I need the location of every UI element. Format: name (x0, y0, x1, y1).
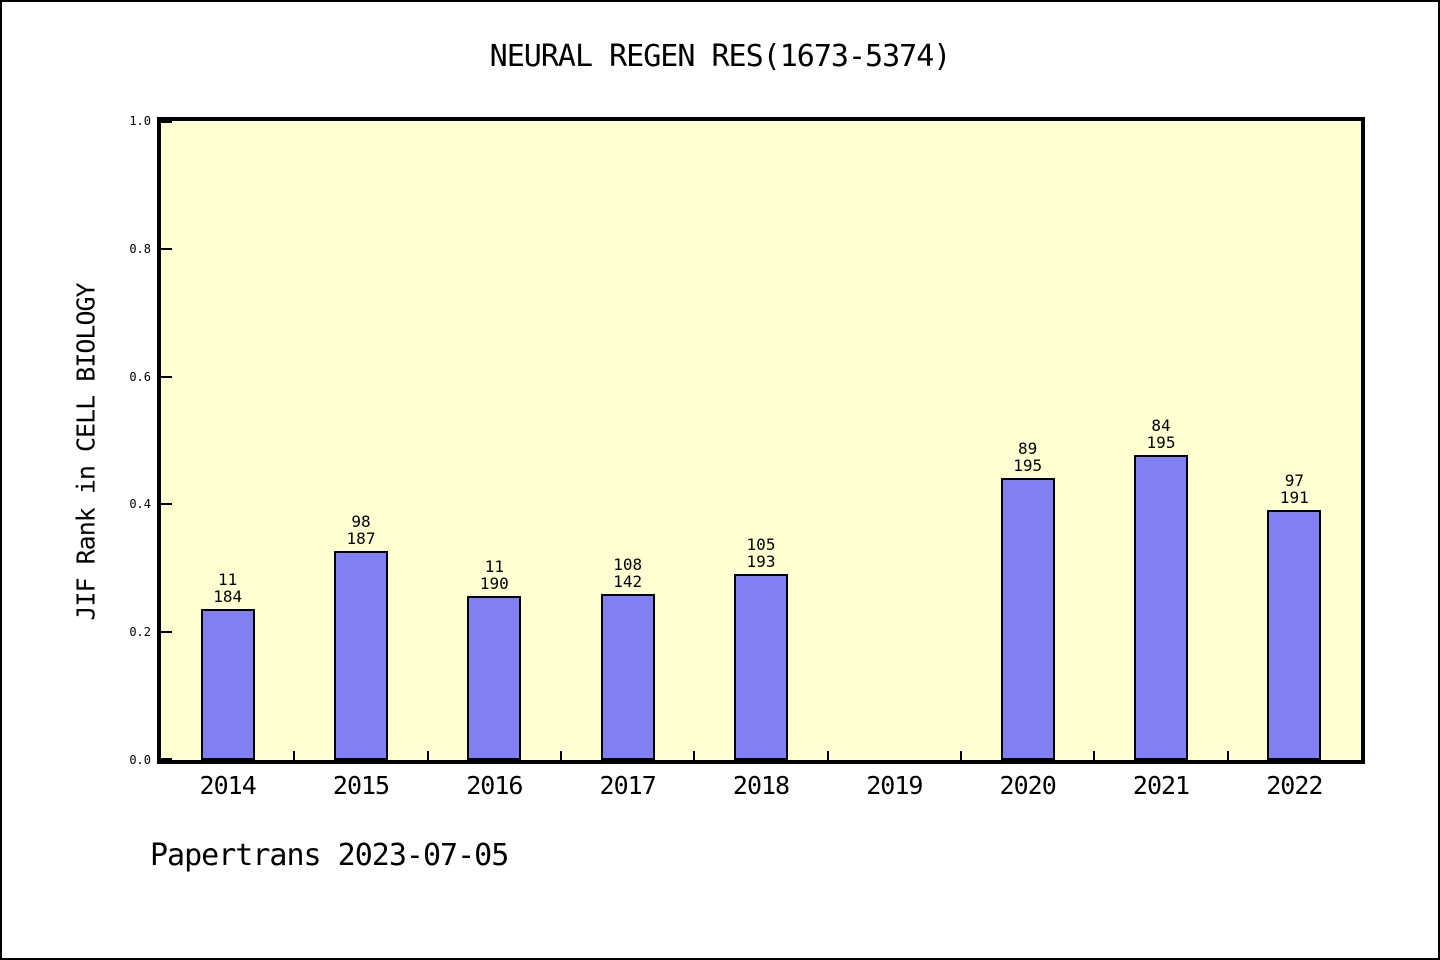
x-minor-tick-mark (1226, 751, 1229, 760)
y-tick-mark (161, 121, 172, 123)
x-tick-label-2019: 2019 (866, 771, 923, 800)
y-tick-label: 0.2 (129, 625, 151, 640)
x-tick-label-2022: 2022 (1266, 771, 1323, 800)
chart-title: NEURAL REGEN RES(1673-5374) (489, 39, 952, 74)
bar-rank-value: 11 (218, 570, 238, 589)
bar-value-label-2015: 98 187 (347, 513, 376, 547)
y-tick-label: 0.8 (129, 241, 151, 256)
x-tick-label-2017: 2017 (599, 771, 657, 800)
bar-value-label-2020: 89 195 (1013, 440, 1042, 474)
bar-total-value: 195 (1013, 456, 1043, 475)
bar-rank-value: 105 (746, 535, 776, 554)
x-minor-tick-mark (960, 751, 962, 760)
bar-total-value: 184 (213, 587, 243, 606)
bar-total-value: 187 (346, 529, 376, 548)
x-minor-tick-mark (426, 751, 429, 760)
y-tick-label: 1.0 (129, 114, 151, 128)
x-minor-tick-mark (1093, 751, 1096, 760)
x-tick-label-2016: 2016 (466, 771, 523, 800)
y-tick-mark (161, 758, 172, 760)
bar-rank-value: 84 (1151, 416, 1171, 435)
plot-inner: 11 184 98 187 11 190 108 142 105 193 89 195 84 195 97 1… (161, 121, 1361, 760)
bar-total-value: 191 (1279, 488, 1309, 507)
bar-2016 (467, 596, 521, 760)
y-tick-label: 0.0 (129, 753, 151, 767)
y-tick-mark (161, 503, 172, 506)
x-tick-label-2014: 2014 (199, 771, 257, 800)
bar-total-value: 190 (479, 574, 509, 593)
y-tick-label: 0.6 (129, 369, 151, 384)
bar-value-label-2017: 108 142 (613, 556, 642, 590)
bar-value-label-2016: 11 190 (480, 558, 509, 592)
y-tick-mark (161, 375, 172, 378)
bar-value-label-2018: 105 193 (747, 536, 776, 570)
bar-total-value: 195 (1146, 433, 1176, 452)
bar-total-value: 193 (746, 552, 776, 571)
bar-2017 (601, 594, 655, 760)
y-tick-mark (161, 631, 172, 634)
x-minor-tick-mark (693, 751, 696, 760)
x-minor-tick-mark (293, 751, 296, 760)
bar-2018 (734, 574, 788, 760)
bar-value-label-2021: 84 195 (1147, 417, 1176, 451)
bar-2022 (1267, 510, 1321, 760)
bar-rank-value: 98 (351, 512, 371, 531)
y-tick-label: 0.4 (129, 497, 151, 512)
x-minor-tick-mark (826, 751, 829, 760)
bar-value-label-2014: 11 184 (213, 571, 242, 605)
bar-total-value: 142 (613, 572, 643, 591)
bar-rank-value: 89 (1018, 439, 1038, 458)
plot-area: 11 184 98 187 11 190 108 142 105 193 89 195 84 195 97 1… (157, 117, 1365, 764)
y-axis-title: JIF Rank in CELL BIOLOGY (71, 283, 101, 621)
x-tick-label-2020: 2020 (999, 771, 1057, 800)
bar-2020 (1001, 478, 1055, 760)
x-minor-tick-mark (560, 751, 562, 760)
x-tick-label-2018: 2018 (732, 771, 790, 800)
bar-rank-value: 11 (484, 557, 504, 576)
bar-2021 (1134, 455, 1188, 760)
x-tick-label-2015: 2015 (332, 771, 390, 800)
bar-rank-value: 97 (1284, 471, 1304, 490)
y-tick-mark (161, 247, 172, 250)
x-tick-label-2021: 2021 (1132, 771, 1190, 800)
bar-rank-value: 108 (613, 555, 643, 574)
bar-value-label-2022: 97 191 (1280, 472, 1309, 506)
footer-note: Papertrans 2023-07-05 (150, 838, 509, 873)
bar-2015 (334, 551, 388, 760)
bar-2014 (201, 609, 255, 760)
